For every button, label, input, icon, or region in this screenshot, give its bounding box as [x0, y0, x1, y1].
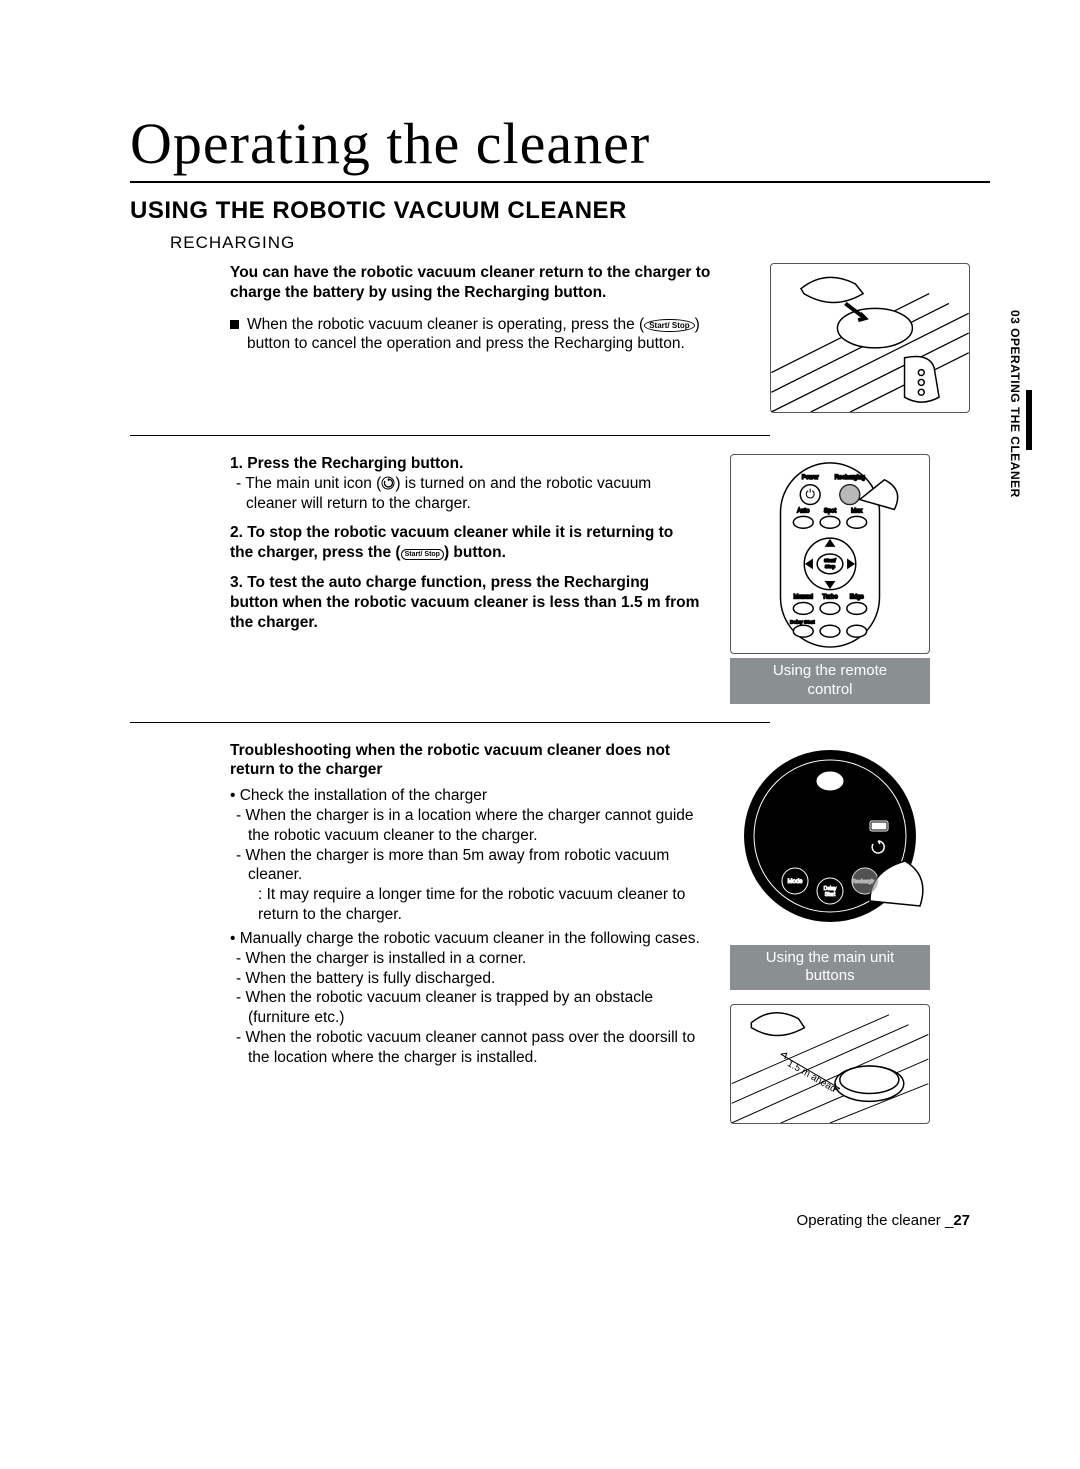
- side-tab: 03 OPERATING THE CLEANER: [1008, 310, 1022, 498]
- caption-remote: Using the remotecontrol: [730, 658, 930, 704]
- section-title: USING THE ROBOTIC VACUUM CLEANER: [130, 197, 990, 225]
- illustration-main-unit: Start Stop Mode Delay Start Recharging: [730, 741, 930, 941]
- svg-text:1.5 m ahead: 1.5 m ahead: [785, 1058, 838, 1095]
- svg-text:Delay Start: Delay Start: [790, 619, 815, 625]
- divider: [130, 435, 770, 436]
- divider: [130, 722, 770, 723]
- svg-text:Mode: Mode: [787, 879, 803, 885]
- svg-text:Start: Start: [825, 892, 836, 898]
- illustration-dock-remote: [770, 263, 970, 413]
- svg-text:Power: Power: [802, 475, 819, 481]
- svg-text:Edge: Edge: [850, 595, 865, 601]
- troubleshoot-heading: Troubleshooting when the robotic vacuum …: [230, 741, 700, 781]
- start-stop-icon: Start/ Stop: [644, 319, 694, 332]
- ts-check: Check the installation of the charger: [230, 786, 700, 806]
- note-text: When the robotic vacuum cleaner is opera…: [247, 315, 740, 355]
- square-bullet-icon: [230, 320, 239, 329]
- illustration-distance: 1.5 m ahead: [730, 1004, 930, 1124]
- ts-manual: Manually charge the robotic vacuum clean…: [230, 929, 700, 949]
- step-1-detail: - The main unit icon () is turned on and…: [230, 474, 700, 514]
- side-tab-marker: [1026, 390, 1032, 450]
- svg-text:Auto: Auto: [797, 508, 810, 514]
- svg-text:Turbo: Turbo: [822, 595, 838, 601]
- illustration-remote: Power Recharging Auto Spot Max Start/ St…: [730, 454, 930, 654]
- intro-paragraph: You can have the robotic vacuum cleaner …: [230, 263, 740, 303]
- svg-text:Start/: Start/: [824, 558, 836, 564]
- svg-text:Spot: Spot: [824, 508, 837, 514]
- svg-text:Max: Max: [851, 508, 862, 514]
- subsection-title: RECHARGING: [170, 233, 990, 253]
- note-bullet: When the robotic vacuum cleaner is opera…: [230, 315, 740, 355]
- svg-text:Stop: Stop: [824, 782, 837, 788]
- page-footer: Operating the cleaner _27: [797, 1212, 970, 1229]
- chapter-title: Operating the cleaner: [130, 110, 990, 183]
- manual-page: 03 OPERATING THE CLEANER Operating the c…: [0, 0, 1080, 1469]
- step-1: 1. Press the Recharging button. - The ma…: [230, 454, 700, 513]
- caption-main-unit: Using the main unitbuttons: [730, 945, 930, 991]
- svg-text:Recharging: Recharging: [835, 475, 865, 481]
- step-3: 3. To test the auto charge function, pre…: [230, 573, 700, 632]
- start-stop-icon: Start/ Stop: [401, 549, 444, 560]
- step-2: 2. To stop the robotic vacuum cleaner wh…: [230, 523, 700, 563]
- svg-text:Manual: Manual: [794, 595, 813, 601]
- ts-manual-list: When the charger is installed in a corne…: [230, 949, 700, 1068]
- ts-check-list: When the charger is in a location where …: [230, 806, 700, 925]
- svg-text:Stop: Stop: [825, 564, 835, 570]
